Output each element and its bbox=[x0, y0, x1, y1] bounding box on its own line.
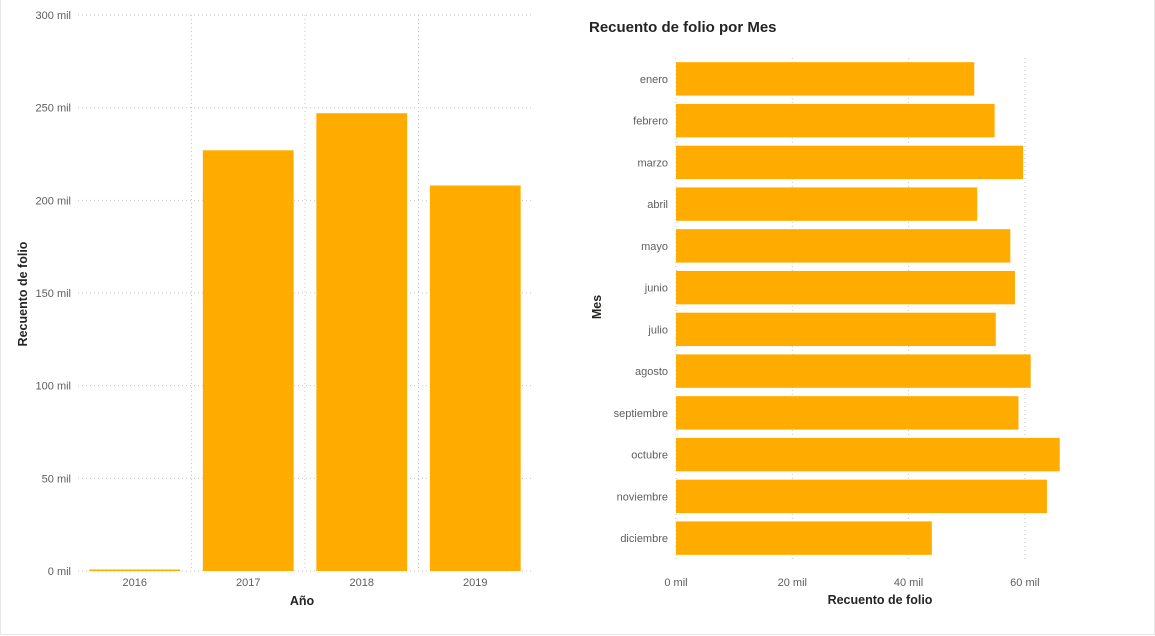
y-tick-label: 250 mil bbox=[36, 103, 71, 115]
y-tick-label: 50 mil bbox=[42, 473, 71, 485]
x-tick-label: 2018 bbox=[350, 577, 374, 589]
y-tick-label: 100 mil bbox=[36, 381, 71, 393]
bar-2016 bbox=[89, 569, 181, 571]
x-tick-label: 2017 bbox=[236, 577, 260, 589]
bar-2019 bbox=[429, 185, 521, 572]
y-tick-label: 0 mil bbox=[48, 566, 71, 578]
y-tick-label: 300 mil bbox=[36, 10, 71, 22]
bar-2017 bbox=[202, 150, 294, 571]
left-x-axis-title: Año bbox=[290, 594, 315, 608]
y-tick-label: 150 mil bbox=[36, 288, 71, 300]
year-bar-chart: Recuento de folio Año 0 mil 50 mil 100 mil… bbox=[16, 10, 532, 608]
left-y-axis-title: Recuento de folio bbox=[16, 241, 30, 346]
y-tick-label: 200 mil bbox=[36, 195, 71, 207]
x-tick-label: 2016 bbox=[123, 577, 147, 589]
x-tick-label: 2019 bbox=[463, 577, 487, 589]
bar-2018 bbox=[316, 113, 408, 571]
